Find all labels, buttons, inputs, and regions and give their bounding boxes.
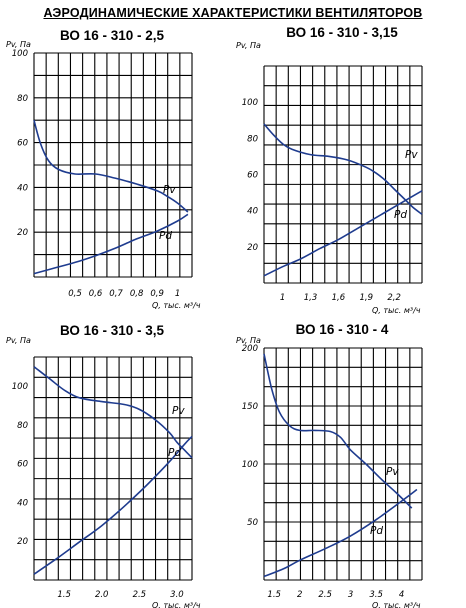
- series-label-pd: Pd: [370, 525, 383, 537]
- y-tick-label: 60: [17, 460, 28, 470]
- y-tick-label: 40: [17, 183, 28, 193]
- series-label-pd: Pd: [394, 209, 407, 221]
- x-tick-label: 2.5: [318, 590, 332, 600]
- series-label-pv: Pv: [172, 405, 185, 417]
- series-line-pd: [33, 213, 189, 275]
- series-label-pv: Pv: [405, 149, 418, 161]
- x-tick-label: 2.5: [133, 590, 147, 600]
- grid: [263, 347, 423, 581]
- x-tick-label: 3: [348, 590, 353, 600]
- x-tick-label: 1,3: [304, 293, 318, 303]
- x-tick-label: 1,9: [359, 293, 373, 303]
- chart-panel-2: ВО 16 - 310 - 3,15 Pv, Па 20 40 60 80 100 1 1,3 1…: [236, 25, 423, 315]
- y-tick-label: 100: [242, 98, 258, 108]
- x-tick-label: 1,6: [332, 293, 346, 303]
- y-tick-label: 40: [17, 498, 28, 508]
- x-tick-label: 3.0: [170, 590, 184, 600]
- series-line-pd: [263, 488, 418, 578]
- y-tick-label: 60: [247, 171, 258, 181]
- x-tick-label: 3.5: [369, 590, 383, 600]
- series-line-pd: [263, 190, 423, 277]
- series-label-pv: Pv: [386, 466, 399, 478]
- x-axis-label: Q, тыс. м³/ч: [372, 306, 421, 315]
- chart-title: ВО 16 - 310 - 2,5: [60, 28, 164, 43]
- y-tick-label: 20: [17, 537, 28, 547]
- y-tick-label: 80: [17, 421, 28, 431]
- y-tick-label: 150: [242, 402, 258, 412]
- y-tick-label: 80: [247, 134, 258, 144]
- y-tick-label: 50: [247, 518, 258, 528]
- y-tick-label: 80: [17, 94, 28, 104]
- x-tick-label: 1: [175, 289, 180, 299]
- y-axis-label: Pv, Па: [236, 41, 261, 50]
- x-tick-label: 0,9: [150, 289, 164, 299]
- x-axis-label: Q, тыс. м³/ч: [152, 601, 201, 608]
- x-tick-label: 1: [280, 293, 285, 303]
- y-tick-label: 100: [12, 49, 28, 59]
- y-tick-label: 20: [17, 228, 28, 238]
- series-line-pv: [263, 123, 423, 215]
- x-axis-label: Q, тыс. м³/ч: [372, 601, 421, 608]
- series-label-pd: Pd: [159, 230, 172, 242]
- y-axis-label: Pv, Па: [6, 40, 31, 49]
- y-tick-label: 100: [12, 382, 28, 392]
- y-axis-label: Pv, Па: [6, 336, 31, 345]
- series-label-pd: Pd: [168, 447, 181, 459]
- series-label-pv: Pv: [163, 184, 176, 196]
- x-tick-label: 0,5: [68, 289, 82, 299]
- series-line-pv: [33, 366, 193, 459]
- x-tick-label: 1.5: [57, 590, 71, 600]
- x-tick-label: 4: [399, 590, 404, 600]
- series-line-pv: [33, 119, 189, 213]
- series-line-pv: [263, 353, 413, 509]
- page-title: АЭРОДИНАМИЧЕСКИЕ ХАРАКТЕРИСТИКИ ВЕНТИЛЯТ…: [43, 6, 423, 20]
- series-line-pd: [33, 435, 193, 575]
- chart-title: ВО 16 - 310 - 4: [296, 322, 389, 337]
- y-tick-label: 100: [242, 460, 258, 470]
- x-tick-label: 2,2: [387, 293, 401, 303]
- y-tick-label: 200: [242, 344, 258, 354]
- x-tick-label: 2.0: [95, 590, 109, 600]
- x-tick-label: 1.5: [267, 590, 281, 600]
- x-tick-label: 0,6: [89, 289, 103, 299]
- grid: [33, 52, 193, 278]
- grid: [33, 356, 193, 581]
- chart-panel-4: ВО 16 - 310 - 4 Pv, Па 50 100 150 200 1.5 2 2.5 3…: [236, 322, 423, 608]
- chart-title: ВО 16 - 310 - 3,5: [60, 323, 164, 338]
- x-tick-label: 2: [297, 590, 302, 600]
- chart-title: ВО 16 - 310 - 3,15: [286, 25, 398, 40]
- y-axis-label: Pv, Па: [236, 336, 261, 345]
- y-tick-label: 20: [247, 243, 258, 253]
- chart-panel-3: ВО 16 - 310 - 3,5 Pv, Па 20 40 60 80 100 1.5 2.0…: [6, 323, 201, 608]
- y-tick-label: 40: [247, 207, 258, 217]
- y-tick-label: 60: [17, 139, 28, 149]
- x-tick-label: 0,7: [109, 289, 123, 299]
- chart-panel-1: ВО 16 - 310 - 2,5 Pv, Па 20 40 60 80 100 0,5 0,6…: [6, 28, 201, 310]
- grid: [263, 65, 423, 284]
- x-tick-label: 0,8: [130, 289, 144, 299]
- x-axis-label: Q, тыс. м³/ч: [152, 301, 201, 310]
